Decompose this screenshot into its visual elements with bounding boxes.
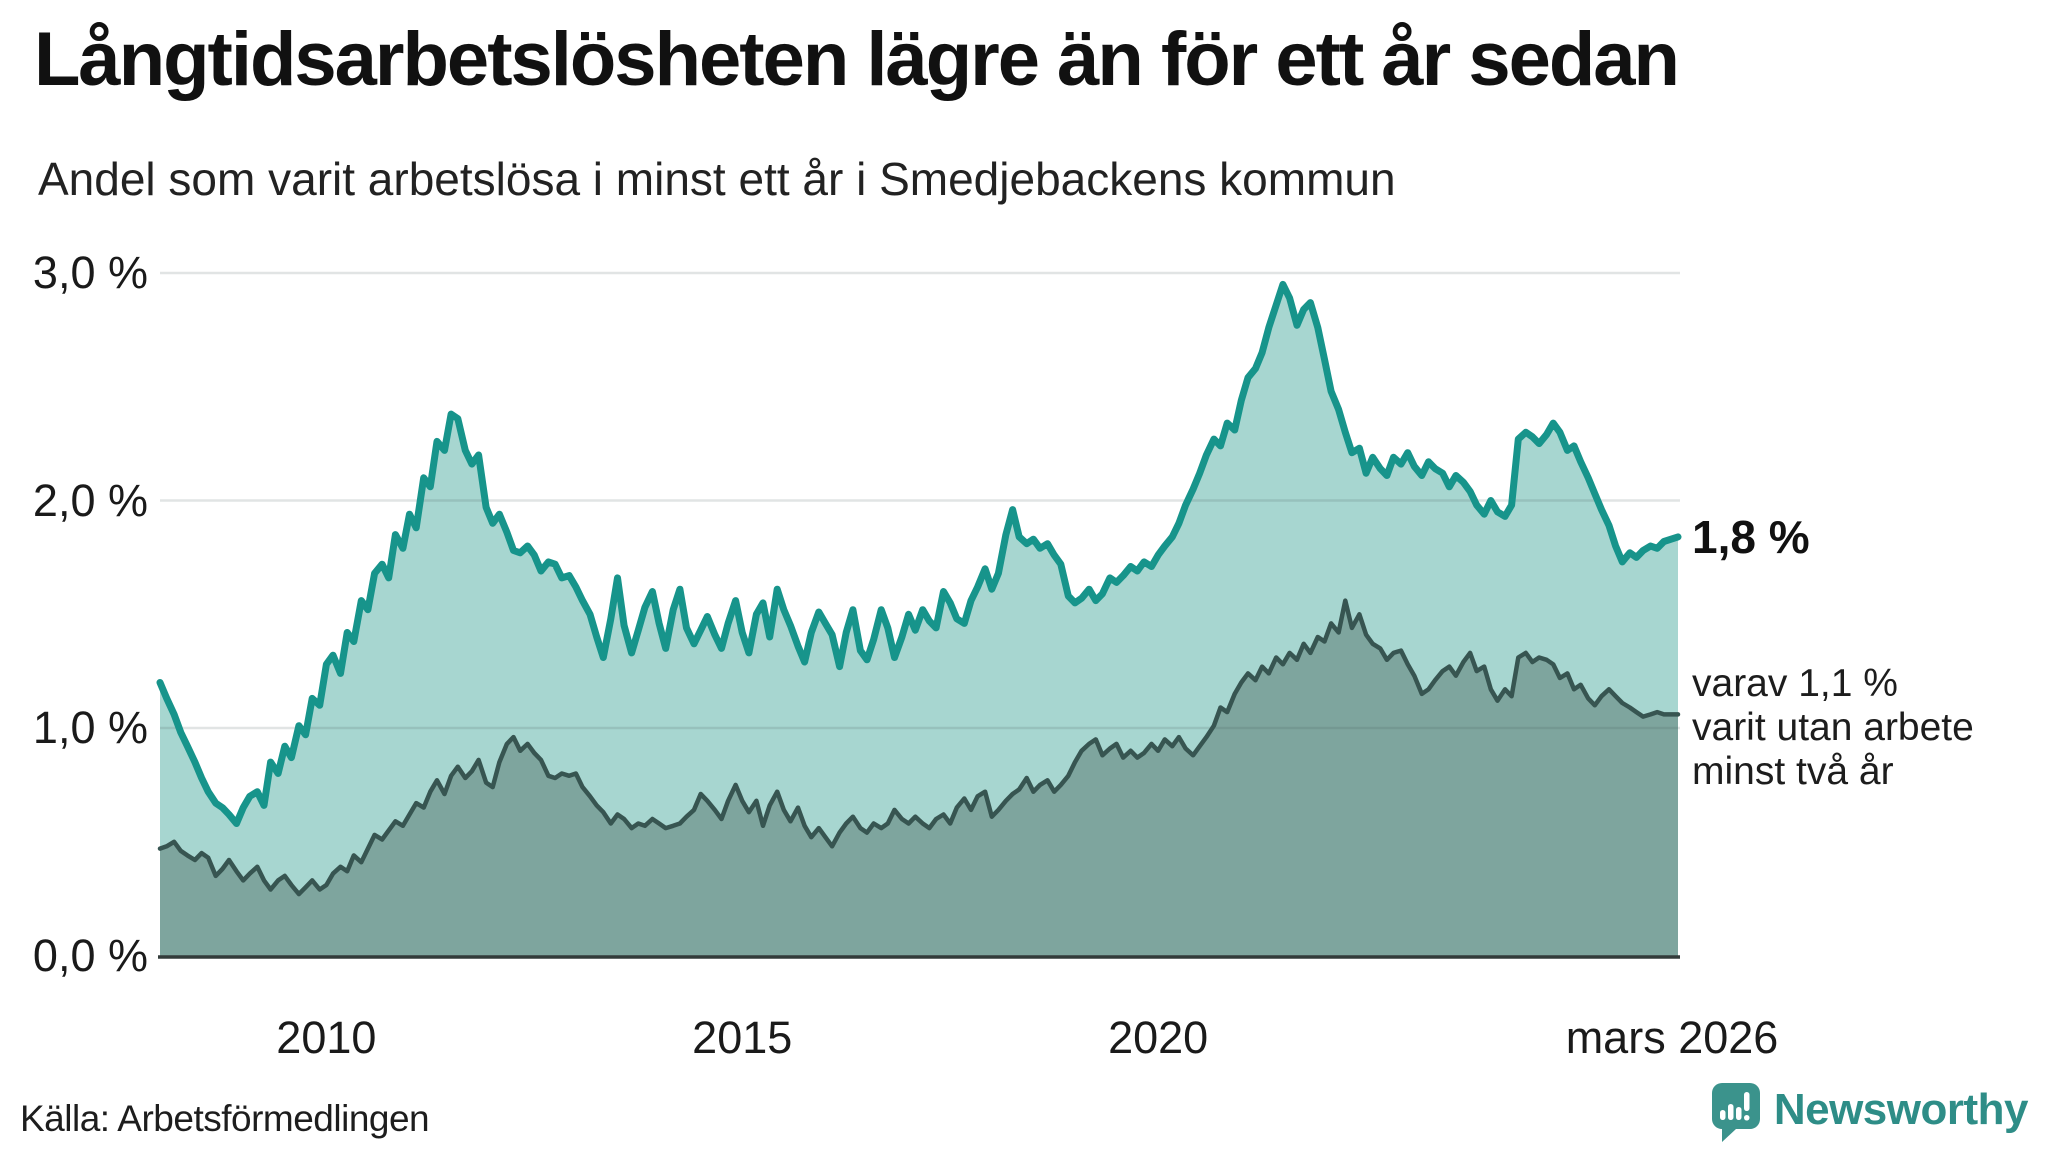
series-line-two-year xyxy=(157,598,1681,897)
newsworthy-wordmark: Newsworthy xyxy=(1773,1085,2029,1134)
newsworthy-bubble-chart-icon xyxy=(1711,1083,1760,1148)
y-tick-label: 3,0 % xyxy=(32,247,148,298)
x-tick-label: 2015 xyxy=(692,1012,793,1063)
two-year-annotation-line: minst två år xyxy=(1692,750,1894,793)
series-area-two-year xyxy=(160,600,1678,956)
two-year-annotation: varav 1,1 % varit utan arbete minst två … xyxy=(1692,662,1974,794)
y-tick-label: 0,0 % xyxy=(32,929,148,981)
newsworthy-logo: Newsworthy xyxy=(1711,1083,2029,1148)
x-tick-label: mars 2026 xyxy=(1565,1012,1779,1063)
chart-subtitle: Andel som varit arbetslösa i minst ett å… xyxy=(38,153,1396,205)
series-line-total xyxy=(156,280,1682,827)
page-title: Långtidsarbetslösheten lägre än för ett … xyxy=(34,17,1680,102)
y-tick-label: 2,0 % xyxy=(32,474,148,526)
x-tick-label: 2010 xyxy=(276,1012,377,1063)
two-year-annotation-line: varit utan arbete xyxy=(1692,706,1974,749)
source-label: Källa: Arbetsförmedlingen xyxy=(20,1098,430,1139)
two-year-annotation-line: varav 1,1 % xyxy=(1692,662,1898,705)
latest-value-label: 1,8 % xyxy=(1692,511,1810,563)
x-tick-label: 2020 xyxy=(1108,1012,1209,1063)
y-tick-label: 1,0 % xyxy=(32,702,148,753)
